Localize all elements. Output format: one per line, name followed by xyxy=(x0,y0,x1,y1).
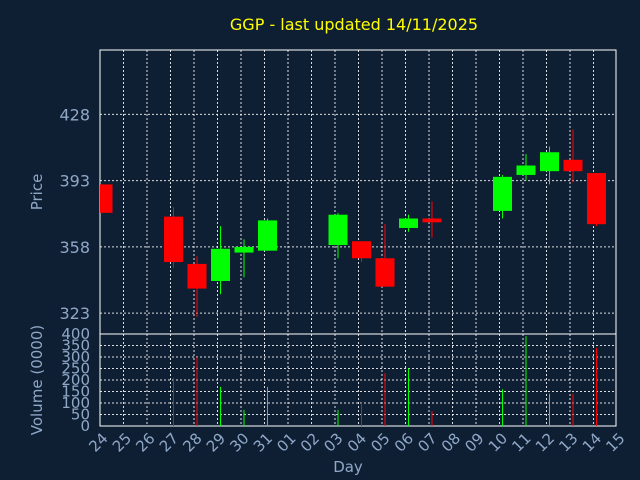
candle-body xyxy=(422,218,442,223)
volume-tick-label: 0 xyxy=(80,417,90,435)
candle-body xyxy=(164,216,183,263)
candles xyxy=(100,129,606,317)
volume-tick-label: 250 xyxy=(61,360,90,378)
x-tick-label: 25 xyxy=(109,429,135,455)
x-axis-label: Day xyxy=(333,458,363,476)
x-tick-label: 01 xyxy=(273,429,299,455)
x-tick-label: 29 xyxy=(203,429,229,455)
x-tick-label: 26 xyxy=(132,429,158,455)
x-tick-label: 03 xyxy=(320,429,346,455)
candle-body xyxy=(258,220,277,251)
candle-body xyxy=(587,173,606,225)
x-tick-label: 12 xyxy=(532,429,558,455)
candle-body xyxy=(516,165,536,175)
candle-body xyxy=(328,214,348,246)
volume-tick-label: 350 xyxy=(61,337,90,355)
volume-tick-label: 50 xyxy=(71,406,90,424)
price-tick-label: 393 xyxy=(59,172,90,191)
candle-body xyxy=(493,176,512,211)
x-tick-label: 30 xyxy=(226,429,252,455)
price-tick-label: 323 xyxy=(59,304,90,323)
volume-tick-label: 100 xyxy=(61,394,90,412)
candle-body xyxy=(211,248,230,281)
chart-title: GGP - last updated 14/11/2025 xyxy=(230,15,478,34)
candle-body xyxy=(399,218,418,228)
candle-body xyxy=(540,152,559,172)
volume-axis-label: Volume (0000) xyxy=(28,325,46,435)
x-tick-label: 04 xyxy=(344,429,370,455)
x-tick-label: 31 xyxy=(250,429,276,455)
candle-body xyxy=(563,159,583,172)
x-tick-label: 02 xyxy=(297,429,323,455)
price-axis-label: Price xyxy=(28,174,46,211)
x-tick-label: 15 xyxy=(602,429,628,455)
x-tick-label: 06 xyxy=(391,429,417,455)
x-tick-label: 05 xyxy=(367,429,393,455)
volume-tick-label: 300 xyxy=(61,348,90,366)
price-tick-labels: 323 358 393 428 xyxy=(59,105,90,323)
x-tick-label: 08 xyxy=(438,429,464,455)
candle-body xyxy=(352,241,371,259)
x-tick-label: 11 xyxy=(508,429,534,455)
x-tick-label: 28 xyxy=(179,429,205,455)
candle-body xyxy=(234,246,254,253)
x-tick-label: 09 xyxy=(461,429,487,455)
grid-lines xyxy=(100,50,616,426)
x-tick-label: 07 xyxy=(414,429,440,455)
candle-body xyxy=(100,184,113,213)
candle-body xyxy=(375,258,395,287)
x-tick-label: 27 xyxy=(156,429,182,455)
x-tick-labels: 2425262728293031010203040506070809101112… xyxy=(85,429,628,455)
candle-body xyxy=(187,263,207,289)
volume-tick-label: 400 xyxy=(61,325,90,343)
x-tick-label: 14 xyxy=(579,429,605,455)
price-tick-label: 428 xyxy=(59,105,90,124)
volume-bars xyxy=(173,336,597,426)
x-tick-label: 10 xyxy=(485,429,511,455)
x-tick-label: 13 xyxy=(555,429,581,455)
price-tick-label: 358 xyxy=(59,238,90,257)
volume-tick-label: 200 xyxy=(61,371,90,389)
volume-tick-label: 150 xyxy=(61,383,90,401)
